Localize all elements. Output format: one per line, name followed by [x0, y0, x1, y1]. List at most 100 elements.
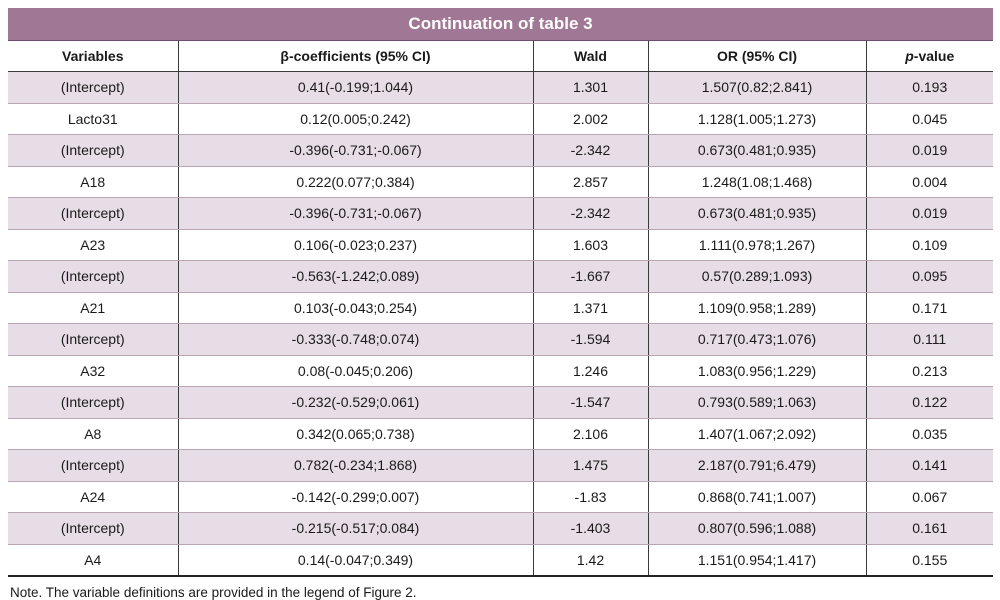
cell-or: 1.128(1.005;1.273)	[647, 103, 867, 135]
table-row: A21 0.103(-0.043;0.254) 1.371 1.109(0.958;1…	[8, 292, 993, 324]
cell-beta: -0.396(-0.731;-0.067)	[177, 197, 534, 230]
cell-p-value: 0.095	[865, 260, 993, 293]
cell-wald: -1.667	[532, 260, 649, 293]
header-beta-coefficients: β-coefficients (95% CI)	[177, 41, 534, 72]
cell-variable: (Intercept)	[8, 134, 179, 167]
table-body: (Intercept) 0.41(-0.199;1.044) 1.301 1.507(…	[8, 71, 993, 577]
cell-or: 1.507(0.82;2.841)	[647, 71, 867, 104]
cell-wald: 1.603	[532, 229, 649, 261]
cell-beta: -0.563(-1.242;0.089)	[177, 260, 534, 293]
cell-p-value: 0.045	[865, 103, 993, 135]
cell-wald: -2.342	[532, 197, 649, 230]
cell-or: 2.187(0.791;6.479)	[647, 449, 867, 482]
cell-wald: 1.301	[532, 71, 649, 104]
cell-or: 0.868(0.741;1.007)	[647, 481, 867, 513]
cell-wald: -2.342	[532, 134, 649, 167]
cell-variable: (Intercept)	[8, 323, 179, 356]
cell-p-value: 0.019	[865, 134, 993, 167]
header-variables: Variables	[8, 41, 179, 72]
cell-beta: 0.106(-0.023;0.237)	[177, 229, 534, 261]
cell-p-value: 0.193	[865, 71, 993, 104]
cell-variable: (Intercept)	[8, 197, 179, 230]
cell-variable: A23	[8, 229, 179, 261]
table-row: (Intercept) -0.232(-0.529;0.061) -1.547 0.7…	[8, 386, 993, 419]
cell-variable: (Intercept)	[8, 386, 179, 419]
cell-p-value: 0.161	[865, 512, 993, 545]
cell-p-value: 0.141	[865, 449, 993, 482]
table-row: A8 0.342(0.065;0.738) 2.106 1.407(1.067;2.0…	[8, 418, 993, 450]
cell-beta: 0.08(-0.045;0.206)	[177, 355, 534, 387]
cell-wald: 1.42	[532, 544, 649, 577]
table-note: Note. The variable definitions are provi…	[10, 585, 417, 600]
cell-or: 0.673(0.481;0.935)	[647, 197, 867, 230]
table-row: (Intercept) -0.215(-0.517;0.084) -1.403 0.8…	[8, 512, 993, 545]
cell-or: 1.407(1.067;2.092)	[647, 418, 867, 450]
cell-beta: 0.41(-0.199;1.044)	[177, 71, 534, 104]
header-row: Variables β-coefficients (95% CI) Wald OR (…	[8, 41, 993, 72]
header-label: β-coefficients (95% CI)	[280, 48, 431, 64]
header-p-value: p-value	[865, 41, 993, 72]
cell-variable: A8	[8, 418, 179, 450]
cell-p-value: 0.109	[865, 229, 993, 261]
cell-or: 0.673(0.481;0.935)	[647, 134, 867, 167]
cell-p-value: 0.171	[865, 292, 993, 324]
header-label: Wald	[574, 48, 607, 64]
table-row: A23 0.106(-0.023;0.237) 1.603 1.111(0.978;1…	[8, 229, 993, 261]
cell-beta: -0.396(-0.731;-0.067)	[177, 134, 534, 167]
cell-p-value: 0.155	[865, 544, 993, 577]
cell-beta: -0.215(-0.517;0.084)	[177, 512, 534, 545]
cell-p-value: 0.111	[865, 323, 993, 356]
header-or: OR (95% CI)	[647, 41, 867, 72]
cell-wald: 1.246	[532, 355, 649, 387]
cell-wald: -1.594	[532, 323, 649, 356]
cell-wald: -1.403	[532, 512, 649, 545]
cell-variable: A21	[8, 292, 179, 324]
cell-or: 1.083(0.956;1.229)	[647, 355, 867, 387]
table-row: A4 0.14(-0.047;0.349) 1.42 1.151(0.954;1.41…	[8, 544, 993, 577]
cell-wald: 2.106	[532, 418, 649, 450]
table-container: Continuation of table 3 Variables β-coeff…	[8, 8, 993, 600]
table-row: (Intercept) -0.563(-1.242;0.089) -1.667 0.5…	[8, 260, 993, 293]
header-italic-prefix: p	[905, 48, 914, 64]
cell-beta: 0.14(-0.047;0.349)	[177, 544, 534, 577]
cell-or: 0.717(0.473;1.076)	[647, 323, 867, 356]
cell-or: 0.807(0.596;1.088)	[647, 512, 867, 545]
results-table: Variables β-coefficients (95% CI) Wald OR (…	[8, 41, 993, 577]
table-row: (Intercept) 0.41(-0.199;1.044) 1.301 1.507(…	[8, 71, 993, 104]
cell-variable: (Intercept)	[8, 260, 179, 293]
cell-p-value: 0.004	[865, 166, 993, 198]
cell-beta: 0.342(0.065;0.738)	[177, 418, 534, 450]
cell-or: 1.151(0.954;1.417)	[647, 544, 867, 577]
cell-variable: A18	[8, 166, 179, 198]
cell-wald: 2.002	[532, 103, 649, 135]
header-label: -value	[913, 48, 955, 64]
cell-variable: A4	[8, 544, 179, 577]
header-label: OR (95% CI)	[716, 48, 798, 64]
table-row: A18 0.222(0.077;0.384) 2.857 1.248(1.08;1.4…	[8, 166, 993, 198]
cell-variable: (Intercept)	[8, 512, 179, 545]
table-row: A32 0.08(-0.045;0.206) 1.246 1.083(0.956;1.…	[8, 355, 993, 387]
cell-beta: 0.12(0.005;0.242)	[177, 103, 534, 135]
cell-variable: A32	[8, 355, 179, 387]
table-row: (Intercept) -0.396(-0.731;-0.067) -2.342 0.…	[8, 134, 993, 167]
cell-p-value: 0.019	[865, 197, 993, 230]
table-row: (Intercept) -0.333(-0.748;0.074) -1.594 0.7…	[8, 323, 993, 356]
cell-wald: 2.857	[532, 166, 649, 198]
table-row: (Intercept) -0.396(-0.731;-0.067) -2.342 0.…	[8, 197, 993, 230]
cell-p-value: 0.067	[865, 481, 993, 513]
cell-wald: -1.547	[532, 386, 649, 419]
table-row: A24 -0.142(-0.299;0.007) -1.83 0.868(0.741;…	[8, 481, 993, 513]
table-row: Lacto31 0.12(0.005;0.242) 2.002 1.128(1.005…	[8, 103, 993, 135]
cell-wald: 1.371	[532, 292, 649, 324]
cell-or: 0.57(0.289;1.093)	[647, 260, 867, 293]
cell-variable: (Intercept)	[8, 449, 179, 482]
cell-variable: Lacto31	[8, 103, 179, 135]
cell-wald: 1.475	[532, 449, 649, 482]
table-title: Continuation of table 3	[8, 8, 993, 41]
header-label: Variables	[62, 48, 124, 64]
cell-beta: 0.103(-0.043;0.254)	[177, 292, 534, 324]
cell-wald: -1.83	[532, 481, 649, 513]
cell-p-value: 0.213	[865, 355, 993, 387]
cell-or: 1.111(0.978;1.267)	[647, 229, 867, 261]
cell-variable: A24	[8, 481, 179, 513]
